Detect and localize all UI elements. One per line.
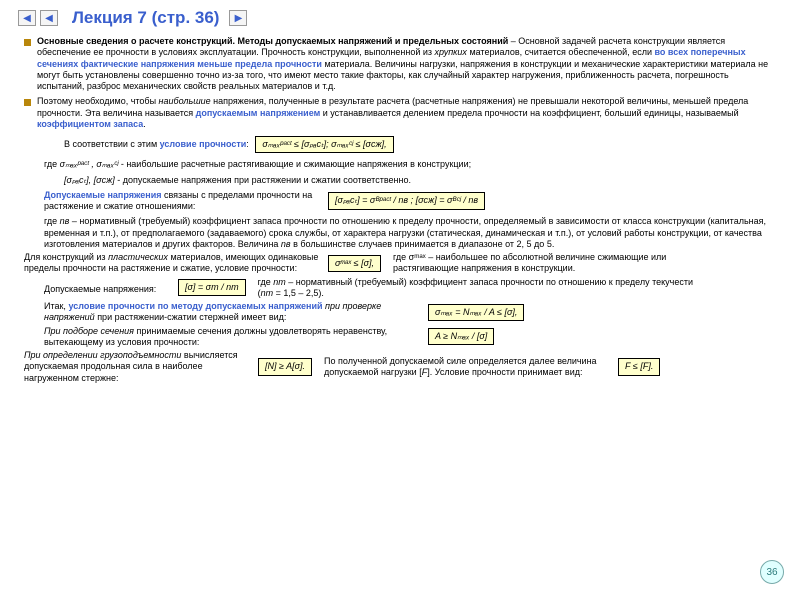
paragraph-4: где nв – нормативный (требуемый) коэффиц…: [44, 216, 776, 250]
paragraph-8: При определении грузоподъемности вычисля…: [24, 350, 254, 384]
formula-2: [σₚₐcₜ] = σᴮᵖᵃᶜᵗ / nв ; [σcж] = σᴮᶜʲ / n…: [328, 192, 485, 209]
paragraph-2: Поэтому необходимо, чтобы наибольшие нап…: [37, 96, 776, 130]
line-condition: В соответствии с этим условие прочности:…: [64, 134, 776, 155]
paragraph-8-right: По полученной допускаемой силе определяе…: [324, 356, 614, 379]
formula-8: F ≤ [F].: [618, 358, 660, 375]
page-number-badge: 36: [760, 560, 784, 584]
paragraph-3: Допускаемые напряжения связаны с предела…: [44, 190, 324, 213]
paragraph-6: Итак, условие прочности по методу допуск…: [44, 301, 424, 324]
line-where-2: [σₚₐcₜ], [σcж] - допускаемые напряжения …: [64, 175, 776, 186]
formula-5: σₘₐₓ = Nₘₐₓ / A ≤ [σ],: [428, 304, 524, 321]
bullet-icon: [24, 99, 31, 106]
line-allowed: Допускаемые напряжения:: [44, 284, 174, 295]
line-allowed-right: где nт – нормативный (требуемый) коэффиц…: [258, 277, 698, 300]
formula-7: [N] ≥ A[σ].: [258, 358, 312, 375]
paragraph-5: Для конструкций из пластических материал…: [24, 252, 324, 275]
formula-3: σᵐᵃˣ ≤ [σ],: [328, 255, 381, 272]
line-where-1: где σₘₐₓᵖᵃᶜᵗ , σₘₐₓᶜʲ - наибольшие расче…: [44, 159, 776, 170]
nav-next[interactable]: ▶: [229, 10, 247, 26]
formula-1: σₘₐₓᵖᵃᶜᵗ ≤ [σₚₐcₜ]; σₘₐₓᶜʲ ≤ [σcж],: [255, 136, 393, 153]
page-title: Лекция 7 (стр. 36): [72, 8, 219, 28]
content: Основные сведения о расчете конструкций.…: [0, 36, 800, 384]
bullet-icon: [24, 39, 31, 46]
paragraph-7: При подборе сечения принимаемые сечения …: [44, 326, 424, 349]
nav-back[interactable]: ◀: [40, 10, 58, 26]
formula-4: [σ] = σт / nт: [178, 279, 246, 296]
nav-prev[interactable]: ◀: [18, 10, 36, 26]
formula-6: A ≥ Nₘₐₓ / [σ]: [428, 328, 494, 345]
paragraph-1: Основные сведения о расчете конструкций.…: [37, 36, 776, 92]
paragraph-5-right: где σᵐᵃˣ – наибольшее по абсолютной вели…: [393, 252, 673, 275]
